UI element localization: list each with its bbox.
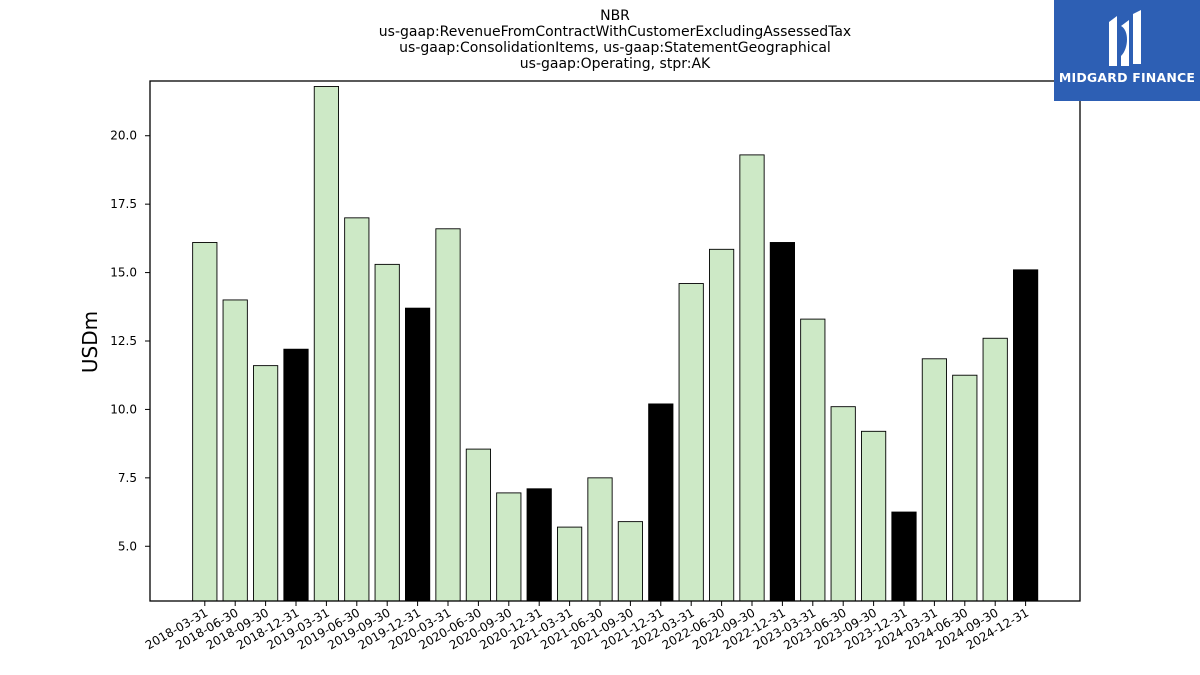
- y-tick-label: 15.0: [110, 266, 137, 280]
- title-line: us-gaap:Operating, stpr:AK: [520, 56, 711, 72]
- bar-2018-06-30: [222, 299, 248, 602]
- bar-2018-12-31: [283, 348, 309, 602]
- bar-2019-06-30: [344, 217, 370, 602]
- logo-text: MIDGARD FINANCE: [1058, 70, 1196, 85]
- bar-2020-06-30: [465, 448, 491, 602]
- y-tick-label: 17.5: [110, 197, 137, 211]
- bar-2019-09-30: [374, 263, 400, 602]
- y-axis: 5.0 7.5 10.0 12.5 15.0 17.5 20.0: [110, 129, 150, 553]
- bar-2024-09-30: [982, 337, 1008, 602]
- title-line: us-gaap:ConsolidationItems, us-gaap:Stat…: [399, 40, 831, 56]
- bar-2023-12-31: [891, 511, 917, 602]
- bar-2023-03-31: [800, 318, 826, 602]
- x-axis: 2018-03-312018-06-302018-09-302018-12-31…: [143, 601, 1031, 652]
- bar-2022-12-31: [769, 242, 795, 602]
- chart-title: NBRus-gaap:RevenueFromContractWithCustom…: [379, 8, 851, 72]
- bar-2024-06-30: [952, 374, 978, 602]
- y-tick-label: 7.5: [118, 471, 137, 485]
- bar-2021-06-30: [587, 477, 613, 602]
- y-tick-label: 20.0: [110, 129, 137, 143]
- bar-2019-03-31: [313, 86, 339, 602]
- bar-2018-03-31: [192, 242, 218, 602]
- bar-2024-12-31: [1013, 269, 1039, 602]
- bars-group: [192, 86, 1039, 602]
- bar-2020-03-31: [435, 228, 461, 602]
- title-line: NBR: [600, 8, 630, 24]
- bar-2022-09-30: [739, 154, 765, 602]
- bar-2021-09-30: [617, 521, 643, 602]
- logo-mark-icon: [1109, 10, 1141, 66]
- bar-2023-06-30: [830, 406, 856, 602]
- bar-2022-06-30: [709, 248, 735, 602]
- bar-2021-03-31: [557, 526, 583, 602]
- y-tick-label: 10.0: [110, 402, 137, 416]
- bar-2018-09-30: [252, 365, 279, 602]
- y-axis-label: USDm: [78, 311, 102, 373]
- bar-2023-09-30: [861, 430, 887, 602]
- bar-2022-03-31: [678, 283, 704, 602]
- bar-2020-12-31: [526, 488, 552, 602]
- midgard-finance-logo: MIDGARD FINANCE: [1054, 0, 1200, 101]
- bar-2020-09-30: [496, 492, 522, 602]
- bar-2021-12-31: [648, 403, 674, 602]
- bar-2019-12-31: [405, 307, 431, 602]
- y-tick-label: 5.0: [118, 539, 137, 553]
- bar-2024-03-31: [921, 358, 947, 602]
- y-tick-label: 12.5: [110, 334, 137, 348]
- title-line: us-gaap:RevenueFromContractWithCustomerE…: [379, 24, 851, 40]
